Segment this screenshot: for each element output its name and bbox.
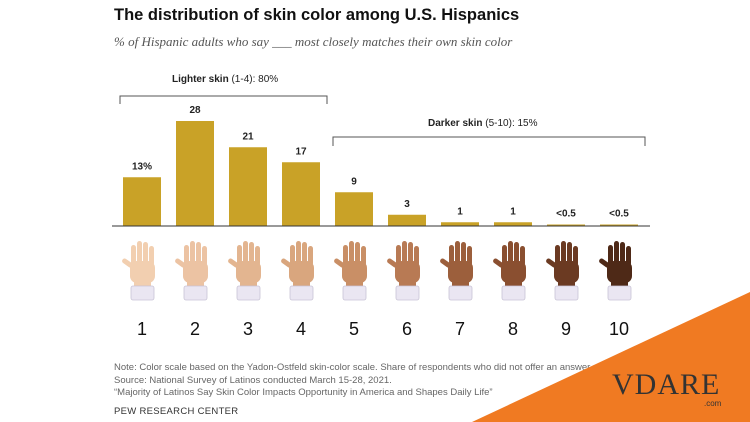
hand-icon-1	[122, 241, 155, 301]
category-label-2: 2	[190, 319, 200, 339]
range-brackets: Lighter skin (1-4): 80% Darker skin (5-1…	[119, 74, 646, 146]
chart-title: The distribution of skin color among U.S…	[114, 6, 520, 24]
note-line: Note: Color scale based on the Yadon-Ost…	[114, 362, 594, 373]
hand-icon-5	[334, 241, 367, 301]
bar-9	[547, 224, 585, 226]
chart-subtitle: % of Hispanic adults who say ___ most cl…	[114, 34, 513, 49]
bar-6	[388, 214, 426, 226]
lighter-bracket	[119, 95, 328, 104]
category-label-1: 1	[137, 319, 147, 339]
bar-8	[494, 222, 532, 226]
report-title-line: “Majority of Latinos Say Skin Color Impa…	[114, 387, 493, 398]
bars-group: 13% 28 21 17 9 3 1 1 <0.5 <0.5	[123, 105, 638, 226]
chart-notes: Note: Color scale based on the Yadon-Ost…	[114, 362, 594, 400]
hand-icon-8	[493, 241, 526, 301]
category-label-10: 10	[609, 319, 629, 339]
bar-1	[123, 177, 161, 226]
category-label-4: 4	[296, 319, 306, 339]
watermark-logo-text: VDARE	[612, 368, 721, 401]
data-label-9: <0.5	[556, 209, 576, 220]
category-label-5: 5	[349, 319, 359, 339]
category-label-7: 7	[455, 319, 465, 339]
hand-icon-3	[228, 241, 261, 301]
bar-5	[335, 192, 373, 226]
hands-group: 1 2 3 4 5 6 7 8 9 10	[122, 241, 632, 339]
lighter-bracket-label: Lighter skin (1-4): 80%	[172, 74, 278, 85]
data-label-7: 1	[457, 206, 463, 217]
hand-icon-9	[546, 241, 579, 301]
source-organization: PEW RESEARCH CENTER	[114, 406, 239, 417]
category-label-8: 8	[508, 319, 518, 339]
bar-7	[441, 222, 479, 226]
data-label-5: 9	[351, 176, 357, 187]
darker-bracket-label: Darker skin (5-10): 15%	[428, 118, 538, 129]
hand-icon-7	[440, 241, 473, 301]
hand-icon-6	[387, 241, 420, 301]
category-label-6: 6	[402, 319, 412, 339]
bar-4	[282, 162, 320, 226]
watermark-logo-suffix: .com	[704, 399, 722, 408]
bar-10	[600, 224, 638, 226]
category-label-3: 3	[243, 319, 253, 339]
source-line: Source: National Survey of Latinos condu…	[114, 374, 392, 386]
bar-2	[176, 121, 214, 226]
data-label-6: 3	[404, 199, 410, 210]
category-label-9: 9	[561, 319, 571, 339]
data-label-8: 1	[510, 206, 516, 217]
hand-icon-10	[599, 241, 632, 301]
darker-bracket	[332, 136, 646, 146]
data-label-2: 28	[189, 105, 201, 116]
bar-3	[229, 147, 267, 226]
hand-icon-4	[281, 241, 314, 301]
orange-corner-triangle	[472, 292, 750, 422]
corner-watermark-background	[472, 292, 750, 422]
data-label-4: 17	[295, 146, 307, 157]
data-label-1: 13%	[132, 161, 152, 172]
data-label-10: <0.5	[609, 209, 629, 220]
data-label-3: 21	[242, 131, 254, 142]
hand-icon-2	[175, 241, 208, 301]
